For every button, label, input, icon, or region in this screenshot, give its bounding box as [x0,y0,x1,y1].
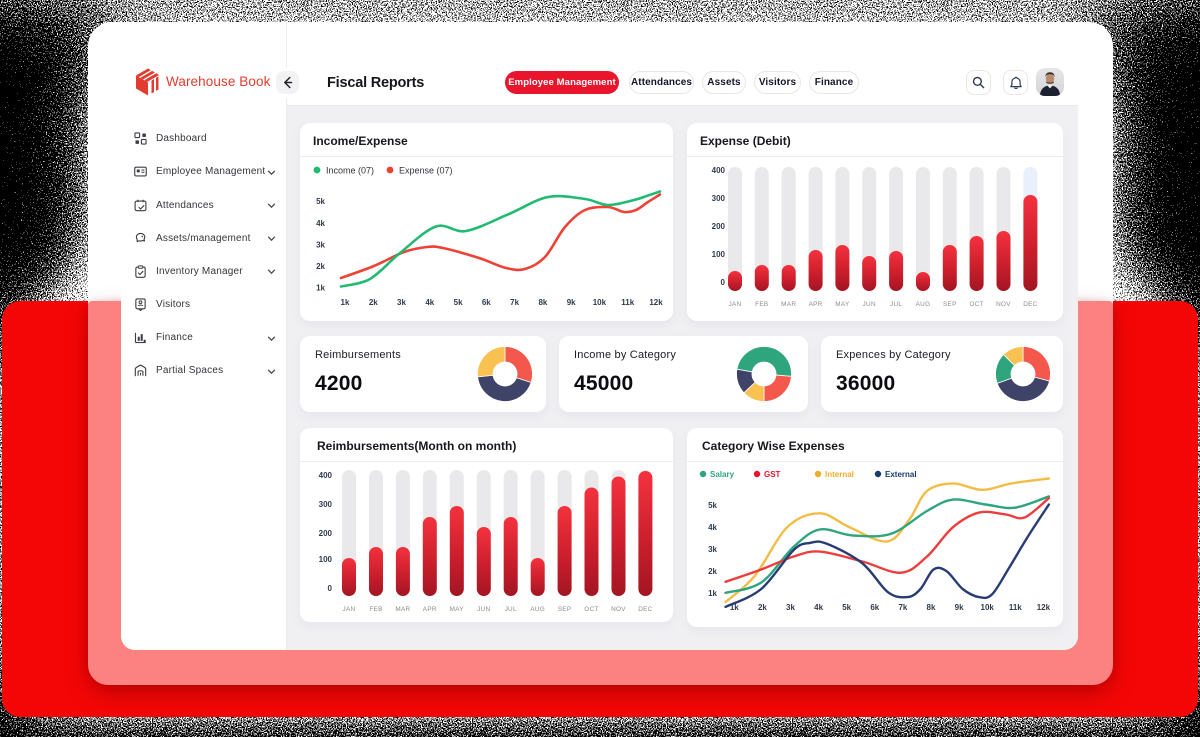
svg-text:JAN: JAN [729,301,742,308]
svg-text:12k: 12k [649,298,663,307]
svg-text:FEB: FEB [755,301,768,308]
svg-text:2k: 2k [708,567,717,576]
svg-text:APR: APR [423,606,437,613]
svg-text:10k: 10k [981,603,995,612]
svg-text:6k: 6k [870,603,879,612]
svg-text:JUN: JUN [863,301,876,308]
svg-text:MAY: MAY [450,606,465,613]
svg-text:JUL: JUL [890,301,902,308]
svg-text:JUN: JUN [477,606,490,613]
svg-text:11k: 11k [621,298,634,307]
svg-text:GST: GST [764,470,781,479]
svg-text:JUL: JUL [505,606,517,613]
svg-text:2k: 2k [316,262,325,271]
svg-text:200: 200 [712,222,726,231]
svg-text:11k: 11k [1009,603,1022,612]
svg-text:2k: 2k [758,603,767,612]
svg-text:9k: 9k [955,603,964,612]
svg-text:100: 100 [712,250,726,259]
svg-text:OCT: OCT [969,301,983,308]
svg-text:AUG: AUG [530,606,545,613]
svg-text:300: 300 [712,194,726,203]
svg-text:External: External [885,470,917,479]
svg-text:5k: 5k [316,197,325,206]
svg-text:200: 200 [319,529,333,538]
svg-text:1k: 1k [730,603,739,612]
svg-text:OCT: OCT [584,606,598,613]
svg-text:NOV: NOV [996,301,1011,308]
svg-text:1k: 1k [341,298,350,307]
svg-text:400: 400 [712,166,726,175]
svg-text:7k: 7k [510,298,519,307]
svg-text:SEP: SEP [558,606,572,613]
svg-text:0: 0 [721,278,726,287]
svg-text:JAN: JAN [343,606,356,613]
svg-text:SEP: SEP [943,301,957,308]
svg-text:Salary: Salary [710,470,735,479]
svg-text:3k: 3k [786,603,795,612]
svg-text:Expense (07): Expense (07) [399,166,453,176]
svg-text:Income (07): Income (07) [326,166,374,176]
svg-text:8k: 8k [927,603,936,612]
svg-text:0: 0 [328,584,333,593]
svg-text:9k: 9k [567,298,576,307]
svg-text:4k: 4k [814,603,823,612]
svg-text:1k: 1k [708,589,717,598]
svg-text:7k: 7k [898,603,907,612]
svg-text:10k: 10k [593,298,607,307]
svg-text:5k: 5k [454,298,463,307]
svg-text:MAR: MAR [395,606,410,613]
svg-text:3k: 3k [708,545,717,554]
svg-text:DEC: DEC [638,606,652,613]
svg-text:AUG: AUG [916,301,931,308]
svg-text:5k: 5k [708,501,717,510]
svg-text:3k: 3k [316,241,325,250]
svg-text:Internal: Internal [825,470,854,479]
svg-text:4k: 4k [425,298,434,307]
svg-text:APR: APR [809,301,823,308]
svg-text:300: 300 [319,500,333,509]
svg-text:1k: 1k [316,284,325,293]
svg-text:400: 400 [319,471,333,480]
svg-text:FEB: FEB [369,606,382,613]
svg-text:3k: 3k [397,298,406,307]
svg-text:DEC: DEC [1023,301,1037,308]
svg-text:2k: 2k [369,298,378,307]
svg-text:100: 100 [319,555,333,564]
svg-text:NOV: NOV [611,606,626,613]
svg-text:8k: 8k [538,298,547,307]
svg-text:4k: 4k [316,219,325,228]
svg-text:MAY: MAY [835,301,850,308]
svg-text:MAR: MAR [781,301,796,308]
svg-text:5k: 5k [842,603,851,612]
svg-text:4k: 4k [708,523,717,532]
svg-text:12k: 12k [1037,603,1051,612]
svg-text:6k: 6k [482,298,491,307]
